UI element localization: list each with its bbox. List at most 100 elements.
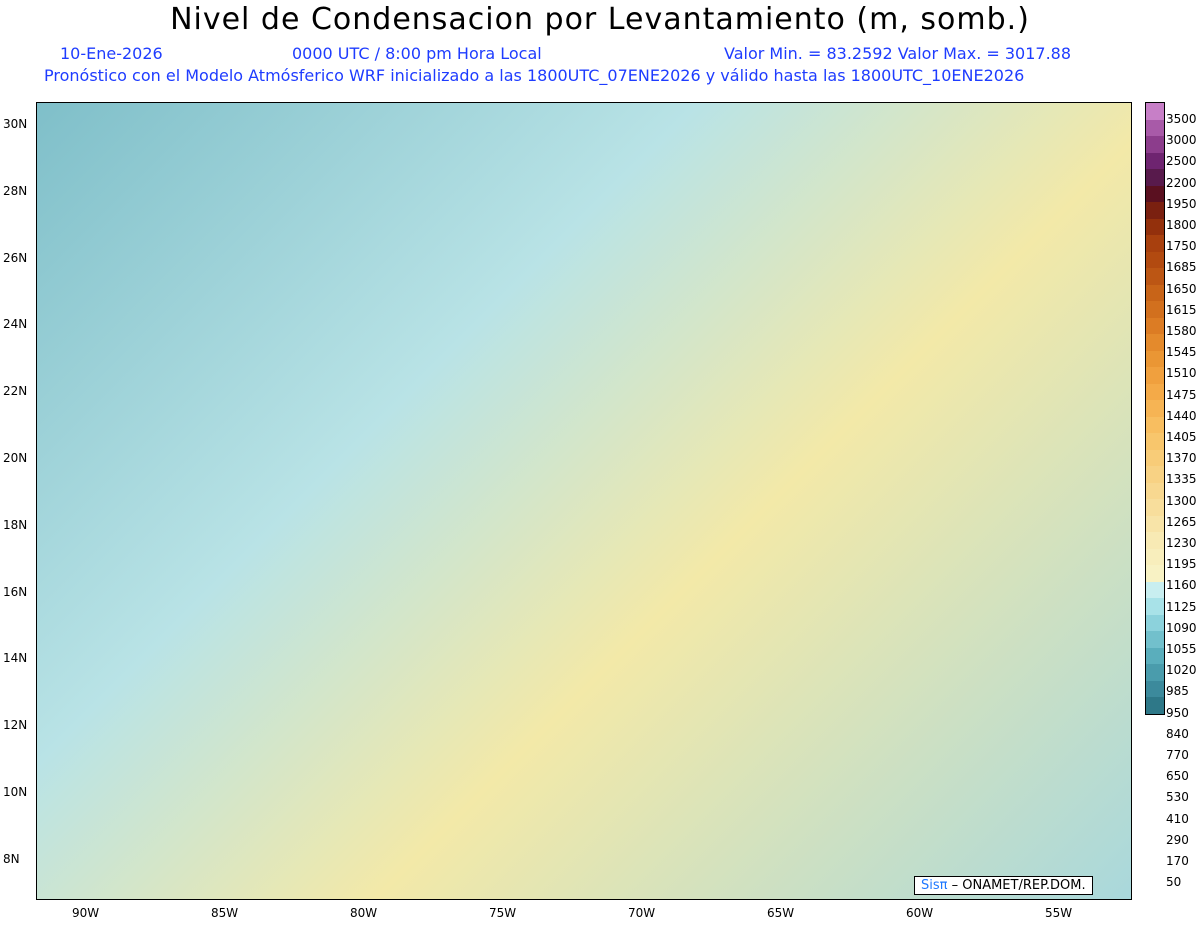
legend-swatch [1146,119,1164,136]
date-label: 10-Ene-2026 [60,44,163,63]
legend-label: 1160 [1166,578,1197,593]
legend-label: 2500 [1166,154,1197,169]
legend-label: 1090 [1166,620,1197,635]
legend-swatch [1146,284,1164,301]
legend-label: 170 [1166,854,1189,868]
legend-label: 770 [1166,748,1189,762]
lat-tick: 20N [3,451,28,465]
legend-label: 2200 [1166,175,1197,190]
legend-swatch [1146,499,1164,516]
legend-label: 1405 [1166,430,1197,444]
lon-tick: 70W [628,906,656,920]
legend-label: 1440 [1166,408,1197,423]
legend-swatch [1146,152,1164,169]
lat-tick: 24N [3,317,28,332]
lat-tick: 12N [3,718,28,733]
legend-label: 50 [1166,875,1182,890]
legend-swatch [1146,334,1164,351]
legend-swatch [1146,532,1164,549]
legend-swatch [1146,565,1164,582]
legend-swatch [1146,664,1164,681]
legend-label: 530 [1166,790,1189,805]
lat-tick: 26N [3,250,28,265]
lon-tick: 55W [1045,906,1073,920]
legend-label: 3500 [1166,112,1197,126]
legend-swatch [1146,598,1164,615]
lon-tick: 90W [72,906,100,920]
legend-label: 290 [1166,832,1189,847]
legend-label: 3000 [1166,133,1197,148]
legend-swatch [1146,383,1164,400]
legend-swatch [1146,202,1164,219]
legend-swatch [1146,697,1164,714]
legend-label: 1545 [1166,345,1197,360]
lat-tick: 8N [3,851,20,866]
legend-label: 1125 [1166,599,1197,614]
legend-swatch [1146,268,1164,285]
legend-swatch [1146,581,1164,598]
lon-tick: 80W [350,906,378,920]
legend-swatch [1146,235,1164,252]
color-legend [1145,102,1165,715]
legend-label: 1510 [1166,366,1197,381]
source-stamp: Sisπ – ONAMET/REP.DOM. [914,876,1093,895]
legend-swatch [1146,136,1164,153]
legend-swatch [1146,218,1164,235]
legend-swatch [1146,367,1164,384]
legend-swatch [1146,317,1164,334]
legend-label: 1650 [1166,281,1197,296]
lon-tick: 85W [211,906,239,920]
legend-label: 1335 [1166,472,1197,487]
legend-label: 1195 [1166,557,1197,572]
legend-label: 1020 [1166,663,1197,678]
legend-label: 1615 [1166,302,1197,317]
legend-swatch [1146,631,1164,648]
legend-swatch [1146,482,1164,499]
legend-label: 1800 [1166,218,1197,232]
forecast-label: Pronóstico con el Modelo Atmósferico WRF… [44,66,1025,85]
legend-swatch [1146,251,1164,268]
page-title: Nivel de Condensacion por Levantamiento … [170,2,1030,37]
legend-swatch [1146,185,1164,202]
legend-swatch [1146,614,1164,631]
lon-tick: 75W [489,906,517,920]
minmax-label: Valor Min. = 83.2592 Valor Max. = 3017.8… [724,44,1072,63]
lat-tick: 14N [3,651,28,666]
legend-label: 1750 [1166,239,1197,254]
legend-swatch [1146,400,1164,417]
time-label: 0000 UTC / 8:00 pm Hora Local [292,44,542,63]
map-area [36,102,1132,900]
legend-swatch [1146,433,1164,450]
legend-swatch [1146,647,1164,664]
legend-label: 1685 [1166,260,1197,275]
legend-swatch [1146,416,1164,433]
lon-tick: 65W [767,906,795,920]
stamp-text: – ONAMET/REP.DOM. [951,878,1086,893]
legend-swatch [1146,680,1164,697]
legend-label: 1300 [1166,493,1197,508]
lat-tick: 16N [3,584,28,599]
lat-tick: 10N [3,785,28,799]
lat-tick: 30N [3,117,28,131]
lat-tick: 28N [3,183,28,198]
legend-label: 1580 [1166,324,1197,338]
legend-swatch [1146,515,1164,532]
lon-tick: 60W [906,906,934,920]
legend-label: 1475 [1166,387,1197,402]
lat-tick: 18N [3,517,28,532]
legend-label: 1265 [1166,514,1197,529]
legend-swatch [1146,449,1164,466]
legend-label: 985 [1166,684,1189,699]
legend-label: 1230 [1166,536,1197,550]
legend-label: 1055 [1166,642,1197,656]
legend-label: 1950 [1166,196,1197,211]
legend-swatch [1146,548,1164,565]
legend-swatch [1146,350,1164,367]
legend-label: 650 [1166,769,1189,784]
legend-swatch [1146,466,1164,483]
legend-swatch [1146,301,1164,318]
legend-label: 1370 [1166,451,1197,466]
lat-tick: 22N [3,384,28,399]
legend-swatch [1146,103,1164,120]
legend-label: 950 [1166,705,1189,720]
